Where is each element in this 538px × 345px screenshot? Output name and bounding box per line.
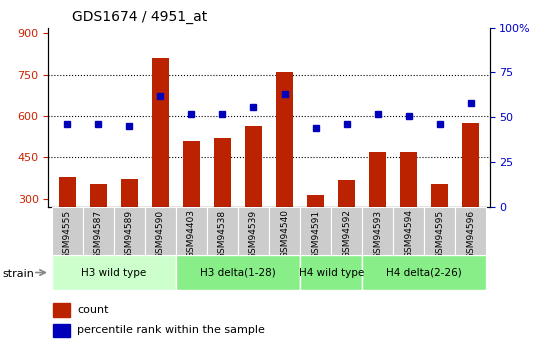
Text: GSM94589: GSM94589 <box>125 209 134 258</box>
Text: H4 delta(2-26): H4 delta(2-26) <box>386 268 462 277</box>
Bar <box>462 123 479 207</box>
Text: GSM94594: GSM94594 <box>404 209 413 258</box>
Bar <box>245 126 262 207</box>
Bar <box>83 207 114 255</box>
Bar <box>238 207 269 255</box>
Bar <box>176 255 300 290</box>
Bar <box>300 255 362 290</box>
Bar <box>338 180 355 207</box>
Text: GSM94596: GSM94596 <box>466 209 476 258</box>
Text: H3 wild type: H3 wild type <box>81 268 146 277</box>
Text: GSM94592: GSM94592 <box>342 209 351 258</box>
Bar <box>53 324 70 337</box>
Bar <box>152 58 169 207</box>
Text: GSM94595: GSM94595 <box>435 209 444 258</box>
Bar <box>331 207 362 255</box>
Bar <box>121 179 138 207</box>
Bar <box>176 207 207 255</box>
Text: H3 delta(1-28): H3 delta(1-28) <box>200 268 276 277</box>
Bar <box>214 138 231 207</box>
Bar <box>183 141 200 207</box>
Text: GSM94538: GSM94538 <box>218 209 227 258</box>
Bar <box>300 207 331 255</box>
Text: GSM94539: GSM94539 <box>249 209 258 258</box>
Bar <box>145 207 176 255</box>
Bar <box>393 207 424 255</box>
Bar <box>362 255 486 290</box>
Bar <box>269 207 300 255</box>
Text: GSM94540: GSM94540 <box>280 209 289 258</box>
Bar <box>52 255 176 290</box>
Bar <box>362 207 393 255</box>
Text: GSM94590: GSM94590 <box>156 209 165 258</box>
Bar <box>53 304 70 317</box>
Text: strain: strain <box>3 269 34 279</box>
Bar <box>207 207 238 255</box>
Bar <box>59 177 76 207</box>
Text: GSM94403: GSM94403 <box>187 209 196 258</box>
Text: count: count <box>77 305 109 315</box>
Bar <box>400 152 417 207</box>
Text: GSM94591: GSM94591 <box>311 209 320 258</box>
Text: GSM94587: GSM94587 <box>94 209 103 258</box>
Text: GSM94593: GSM94593 <box>373 209 382 258</box>
Bar <box>52 207 83 255</box>
Bar <box>455 207 486 255</box>
Bar <box>424 207 455 255</box>
Text: GDS1674 / 4951_at: GDS1674 / 4951_at <box>72 10 208 24</box>
Text: H4 wild type: H4 wild type <box>299 268 364 277</box>
Bar <box>369 152 386 207</box>
Text: GSM94555: GSM94555 <box>62 209 72 258</box>
Bar <box>90 184 107 207</box>
Bar <box>114 207 145 255</box>
Bar <box>276 72 293 207</box>
Bar <box>307 195 324 207</box>
Text: percentile rank within the sample: percentile rank within the sample <box>77 325 265 335</box>
Bar <box>431 184 448 207</box>
